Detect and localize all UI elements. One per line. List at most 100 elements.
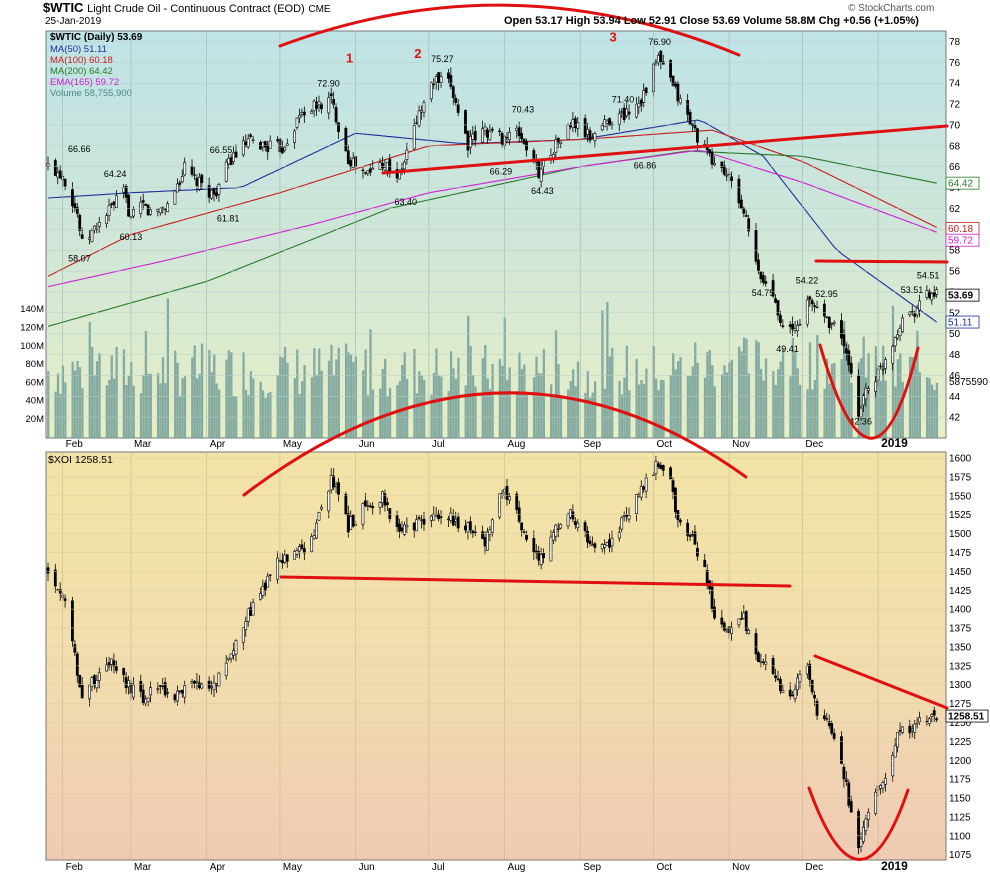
candle <box>788 324 792 327</box>
candle <box>918 300 921 311</box>
volume-bar <box>796 368 799 438</box>
candle <box>788 689 792 697</box>
candle <box>603 544 607 548</box>
volume-tick-label: 120M <box>20 323 44 334</box>
volume-bar <box>694 342 697 438</box>
value-tag: 60.18 <box>948 224 973 235</box>
candle <box>600 544 604 550</box>
candle <box>505 486 509 500</box>
candle <box>556 528 560 530</box>
candle <box>757 652 760 663</box>
candle <box>449 512 453 521</box>
candle <box>593 133 597 142</box>
volume-bar <box>593 381 597 438</box>
candle <box>656 463 660 467</box>
volume-bar <box>540 373 543 438</box>
value-tag-box <box>945 288 980 302</box>
volume-bar <box>723 365 726 438</box>
candle <box>261 141 265 148</box>
candle <box>608 539 611 548</box>
candle <box>332 99 336 106</box>
volume-bar <box>523 364 526 438</box>
value-tag-box <box>945 233 980 247</box>
price-tick-label: 62 <box>949 204 961 215</box>
volume-bar <box>230 352 233 438</box>
candle <box>825 718 829 720</box>
candle <box>737 178 741 204</box>
candle <box>486 129 489 138</box>
annotation-downtrend <box>813 654 949 710</box>
candle <box>227 158 231 165</box>
candle <box>739 199 743 209</box>
volume-bar <box>891 305 895 438</box>
candle <box>925 721 929 723</box>
candle <box>378 162 382 170</box>
volume-bar <box>93 374 96 438</box>
price-label: 66.66 <box>68 144 91 154</box>
volume-bar <box>747 373 751 438</box>
candle <box>92 225 96 230</box>
annotation-arc-top <box>278 3 741 57</box>
candle <box>483 126 487 132</box>
volume-bar <box>911 356 914 438</box>
month-label: Oct <box>656 439 672 450</box>
volume-bar <box>676 361 680 438</box>
candle <box>842 334 846 347</box>
candle <box>808 663 812 680</box>
candle <box>798 674 802 683</box>
candle <box>97 222 101 227</box>
volume-bar <box>73 370 77 438</box>
volume-bar <box>508 367 511 438</box>
volume-bar <box>191 357 194 438</box>
candle <box>771 280 775 297</box>
candle <box>661 61 665 65</box>
candle <box>781 325 785 327</box>
candle <box>200 174 204 184</box>
candle <box>285 143 289 146</box>
candle <box>122 187 126 193</box>
candle <box>866 812 870 820</box>
moving-average-ema165 <box>47 149 937 288</box>
candle <box>874 381 878 392</box>
candle <box>166 692 170 694</box>
chart-header: $WTIC Light Crude Oil - Continuous Contr… <box>43 0 331 15</box>
price-label: 71.40 <box>612 94 635 104</box>
candle <box>259 593 262 600</box>
volume-bar <box>471 375 475 438</box>
volume-bar <box>276 375 279 438</box>
candle <box>591 544 594 546</box>
candle <box>576 522 580 528</box>
price-tick-label: 70 <box>949 120 961 131</box>
volume-bar <box>933 389 936 438</box>
candle <box>439 76 443 83</box>
candle <box>605 120 609 124</box>
candle <box>520 133 524 140</box>
price-label: 60.13 <box>120 232 143 242</box>
candle <box>193 680 196 684</box>
volume-bar <box>181 378 184 438</box>
volume-bar <box>498 359 502 438</box>
xoi-tick-label: 1525 <box>949 510 972 521</box>
candle <box>779 678 782 692</box>
annotation-support <box>279 575 792 588</box>
candle <box>190 681 194 684</box>
candle <box>197 177 201 190</box>
xoi-tick-label: 1350 <box>949 642 972 653</box>
volume-bar <box>537 373 541 438</box>
candle <box>224 662 228 676</box>
candle <box>432 83 436 86</box>
candle <box>761 275 765 283</box>
annotation-trendline <box>381 124 949 175</box>
candle <box>46 163 50 167</box>
xoi-tick-label: 1575 <box>949 472 972 483</box>
candle <box>361 503 365 525</box>
candle <box>283 146 287 151</box>
volume-bar <box>879 380 882 438</box>
month-label: 2019 <box>881 436 908 450</box>
candle <box>898 730 902 732</box>
candle <box>349 516 353 530</box>
candle <box>251 602 255 616</box>
month-label: Mar <box>134 439 152 450</box>
instrument-name: Light Crude Oil - Continuous Contract (E… <box>87 3 305 15</box>
candle <box>449 75 453 87</box>
